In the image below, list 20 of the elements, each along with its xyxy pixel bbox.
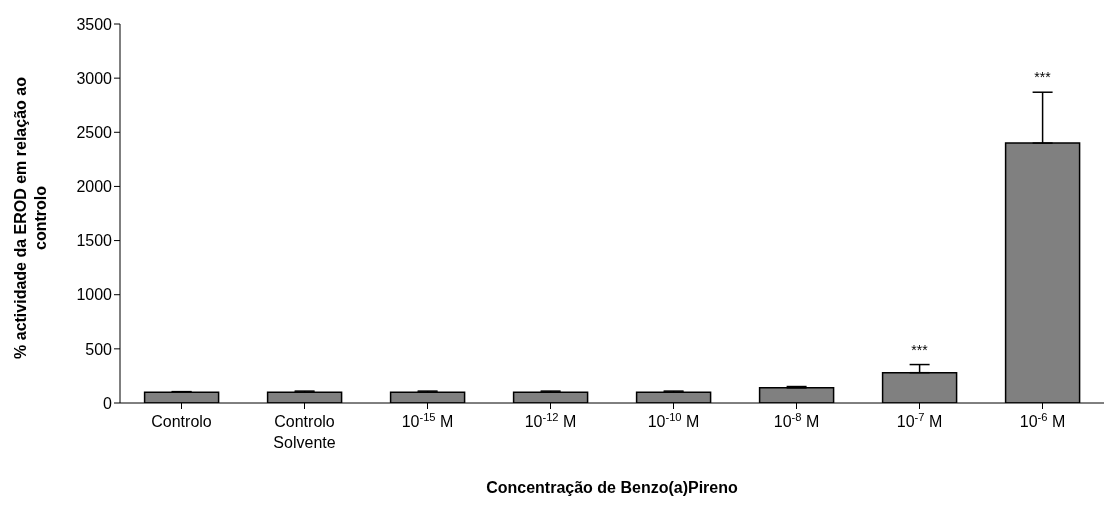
y-tick-label: 3000 xyxy=(76,69,113,87)
x-tick-label: 10$^{-15}$ M xyxy=(401,411,454,430)
x-tick-label: 10$^{-12}$ M xyxy=(524,411,577,430)
y-axis-title: % actividade da EROD em relação ao controlo xyxy=(12,76,49,359)
x-tick-label: 10$^{-7}$ M xyxy=(896,411,943,430)
y-tick-label: 1000 xyxy=(76,286,113,304)
y-tick-label: 0 xyxy=(103,394,113,412)
x-axis-title: Concentração de Benzo(a)Pireno xyxy=(486,479,739,496)
y-tick-label: 3500 xyxy=(76,15,113,33)
x-tick-label: 10$^{-6}$ M xyxy=(1019,411,1066,430)
y-tick-label: 500 xyxy=(85,340,113,358)
y-tick-label: 2500 xyxy=(76,123,113,141)
x-tick-label: 10$^{-10}$ M xyxy=(647,411,700,430)
x-tick-label: Controlo xyxy=(151,413,212,430)
y-tick-label: 2000 xyxy=(76,178,113,196)
annotation: *** xyxy=(911,341,929,358)
y-tick-label: 1500 xyxy=(76,232,113,250)
annotation: *** xyxy=(1034,69,1052,86)
x-tick-label: 10$^{-8}$ M xyxy=(773,411,820,430)
x-tick-label: Controlo Solvente xyxy=(273,413,336,451)
